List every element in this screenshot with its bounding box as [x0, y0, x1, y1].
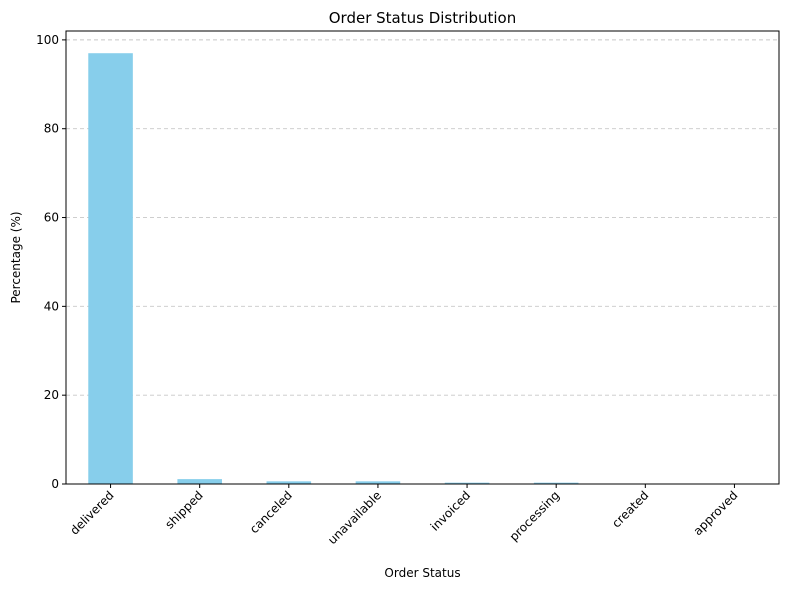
x-axis-label: Order Status — [384, 566, 460, 580]
x-tick-label: canceled — [247, 488, 295, 536]
ticks: 0 20 40 60 80 100 delivered shipped canceled unav… — [36, 33, 740, 547]
x-tick-label: shipped — [162, 488, 205, 531]
plot-frame — [65, 30, 780, 485]
gridlines — [66, 39, 779, 396]
chart-title: Order Status Distribution — [329, 9, 516, 27]
x-tick-label: created — [609, 488, 651, 530]
y-tick-label: 60 — [44, 211, 59, 225]
y-tick-label: 20 — [44, 388, 59, 402]
x-tick-label: invoiced — [428, 488, 473, 533]
y-tick-label: 0 — [51, 477, 59, 491]
x-tick-label: approved — [691, 488, 741, 538]
x-tick-label: unavailable — [325, 488, 384, 547]
bar-delivered — [88, 53, 133, 485]
y-tick-label: 40 — [44, 299, 59, 313]
x-tick-label: processing — [507, 488, 563, 544]
y-axis-label: Percentage (%) — [9, 211, 23, 303]
bar-invoiced — [444, 482, 490, 484]
bar-shipped — [177, 479, 222, 484]
bar-processing — [533, 482, 579, 484]
bar-canceled — [266, 481, 312, 484]
bar-unavailable — [355, 481, 401, 484]
x-tick-label: delivered — [67, 488, 116, 537]
y-tick-label: 80 — [44, 122, 59, 136]
y-tick-label: 100 — [36, 33, 59, 47]
bars — [88, 53, 757, 485]
